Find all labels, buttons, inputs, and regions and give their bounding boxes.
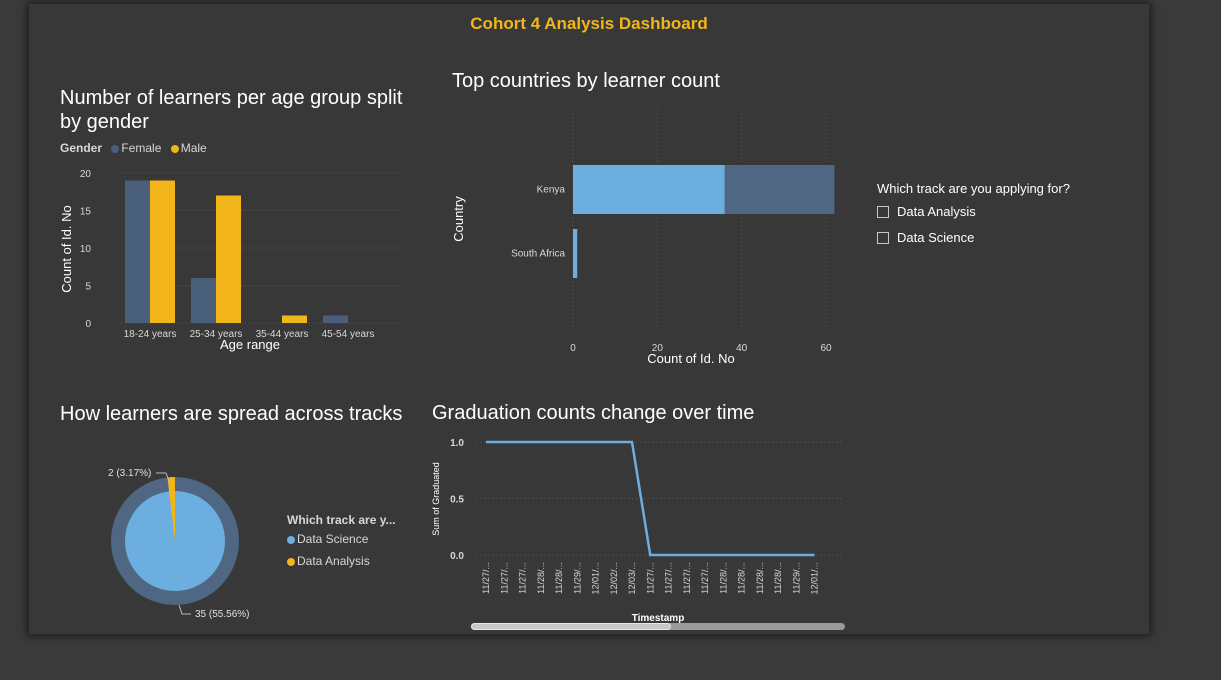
age-ylabel: Count of Id. No xyxy=(59,205,74,292)
age-bar-male[interactable] xyxy=(282,315,307,324)
age-chart[interactable]: 20 15 10 5 0 18-24 years 25-34 years 35-44 yea… xyxy=(29,154,429,364)
country-chart[interactable]: Kenya South Africa 0 20 40 60 Country Count … xyxy=(429,99,849,374)
age-ytick: 5 xyxy=(85,282,91,293)
line-xtick: 11/27/... xyxy=(700,562,710,594)
checkbox-icon[interactable] xyxy=(877,231,889,244)
pie-slice-data-analysis[interactable] xyxy=(167,477,175,541)
line-xtick: 11/27/... xyxy=(518,562,528,594)
slicer-option-label: Data Analysis xyxy=(897,204,976,219)
age-ytick: 15 xyxy=(80,207,92,218)
line-xtick: 11/29/... xyxy=(791,562,801,594)
country-bar-segment[interactable] xyxy=(573,229,578,278)
pie-legend: Which track are y... Data Science Data A… xyxy=(287,513,396,568)
country-ylabel: Country xyxy=(451,196,466,242)
age-bar-female[interactable] xyxy=(191,278,216,323)
age-chart-title: Number of learners per age group split b… xyxy=(60,87,403,133)
line-xtick: 11/27/... xyxy=(645,562,655,594)
country-ytick: South Africa xyxy=(511,249,565,260)
legend-male: Male xyxy=(180,141,207,155)
female-dot-icon xyxy=(111,144,120,153)
pie-legend-title: Which track are y... xyxy=(287,513,396,527)
line-ytick: 0.0 xyxy=(450,551,464,562)
data-science-dot-icon xyxy=(287,535,295,544)
dashboard-canvas: Cohort 4 Analysis Dashboard Number of le… xyxy=(29,4,1149,634)
line-xtick: 11/27/... xyxy=(499,562,509,594)
pie-legend-data-analysis: Data Analysis xyxy=(297,554,370,568)
country-bar-segment[interactable] xyxy=(573,165,725,214)
line-xtick: 11/27/... xyxy=(664,562,674,594)
line-chart-title: Graduation counts change over time xyxy=(432,402,755,424)
line-xtick: 12/01/... xyxy=(591,562,601,595)
line-xtick: 11/28/... xyxy=(554,562,564,594)
country-xtick: 40 xyxy=(736,343,748,354)
line-ylabel: Sum of Graduated xyxy=(431,462,441,536)
line-xtick: 11/27/... xyxy=(481,562,491,594)
age-ytick: 20 xyxy=(80,169,92,180)
line-xtick: 11/29/... xyxy=(572,562,582,594)
pie-leader-large xyxy=(178,604,191,615)
age-xtick: 18-24 years xyxy=(124,329,177,340)
age-bar-female[interactable] xyxy=(323,315,348,324)
line-ytick: 1.0 xyxy=(450,438,464,449)
country-xtick: 0 xyxy=(570,343,576,354)
line-xtick: 12/01/... xyxy=(810,562,820,595)
pie-chart[interactable]: 2 (3.17%) 35 (55.56%) xyxy=(89,459,289,624)
slicer-option-data-analysis[interactable]: Data Analysis xyxy=(877,204,976,219)
line-chart-scrollbar[interactable] xyxy=(471,623,845,630)
age-legend-title: Gender xyxy=(60,141,103,155)
age-xlabel: Age range xyxy=(220,337,280,352)
pie-legend-data-science: Data Science xyxy=(297,532,369,546)
slicer-option-label: Data Science xyxy=(897,230,975,245)
line-xtick: 11/28/... xyxy=(755,562,765,594)
track-slicer-title: Which track are you applying for? xyxy=(877,181,1070,196)
male-dot-icon xyxy=(170,144,179,153)
pie-chart-title: How learners are spread across tracks xyxy=(60,403,403,425)
age-xtick: 35-44 years xyxy=(256,329,309,340)
legend-female: Female xyxy=(121,141,162,155)
data-analysis-dot-icon xyxy=(287,557,295,566)
line-xtick: 11/28/... xyxy=(536,562,546,594)
age-chart-legend: Gender Female Male xyxy=(60,141,207,155)
line-xtick: 11/28/... xyxy=(718,562,728,594)
line-xtick: 11/28/... xyxy=(737,562,747,594)
pie-label-small: 2 (3.17%) xyxy=(108,468,151,479)
age-bar-male[interactable] xyxy=(150,180,175,324)
checkbox-icon[interactable] xyxy=(877,205,889,218)
scrollbar-thumb[interactable] xyxy=(471,623,671,630)
age-bar-male[interactable] xyxy=(216,195,241,324)
line-xtick: 11/27/... xyxy=(682,562,692,594)
line-xtick: 12/03/... xyxy=(627,562,637,595)
line-xtick: 12/02/... xyxy=(609,562,619,595)
dashboard-title: Cohort 4 Analysis Dashboard xyxy=(470,14,708,33)
country-ytick: Kenya xyxy=(537,185,566,196)
line-xlabel: Timestamp xyxy=(632,613,685,624)
age-bar-female[interactable] xyxy=(125,180,150,324)
age-ytick: 0 xyxy=(85,319,91,330)
slicer-option-data-science[interactable]: Data Science xyxy=(877,230,974,245)
age-ytick: 10 xyxy=(80,244,92,255)
country-bar-segment[interactable] xyxy=(724,165,835,214)
line-series xyxy=(486,440,815,557)
country-xtick: 20 xyxy=(652,343,664,354)
country-chart-title: Top countries by learner count xyxy=(452,70,720,92)
pie-label-large: 35 (55.56%) xyxy=(195,609,249,620)
age-xtick: 25-34 years xyxy=(190,329,243,340)
line-chart[interactable]: 1.0 0.5 0.0 11/27/... 11/27/... 11/27/... 11/… xyxy=(424,429,854,629)
line-ytick: 0.5 xyxy=(450,495,464,506)
line-xtick: 11/28/... xyxy=(773,562,783,594)
age-xtick: 45-54 years xyxy=(322,329,375,340)
country-xtick: 60 xyxy=(820,343,832,354)
country-xlabel: Count of Id. No xyxy=(647,351,734,366)
pie-leader-small xyxy=(156,472,170,482)
